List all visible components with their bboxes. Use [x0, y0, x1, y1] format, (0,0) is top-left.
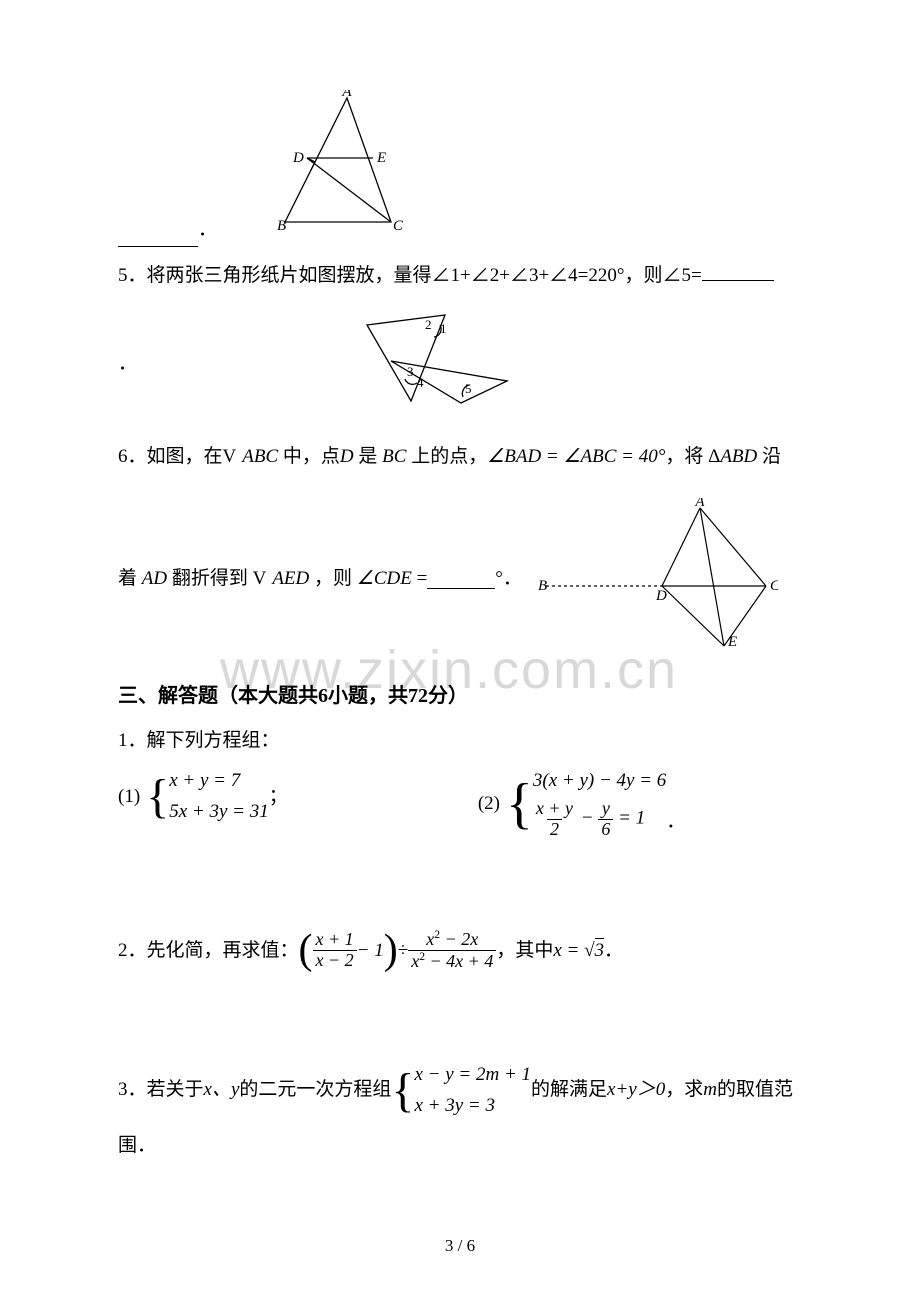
q4-period: ． — [198, 213, 217, 247]
svg-text:A: A — [694, 498, 705, 510]
s3q3-end: 的取值范 — [717, 1073, 793, 1107]
s3q2-mid: ，其中 — [496, 934, 553, 968]
q6-row2: 着 AD 翻折得到 VAED ，则 ∠CDE = °． A B C — [118, 498, 810, 660]
s3q2-num: 2． — [118, 934, 147, 968]
lparen-icon: ( — [299, 932, 313, 970]
q5-text-before: 将两张三角形纸片如图摆放，量得∠1+∠2+∠3+∠4=220°，则∠5= — [147, 265, 702, 286]
s3q1-part2: (2) { 3(x + y) − 4y = 6 x + y2 − y6 = 1 — [478, 768, 810, 839]
svg-text:B: B — [538, 578, 547, 594]
s3q1-p2-l2: x + y2 − y6 = 1 — [533, 799, 666, 840]
svg-text:5: 5 — [465, 381, 472, 396]
rparen-icon: ) — [384, 932, 398, 970]
s3q2-minus1: − 1 — [357, 934, 384, 968]
svg-text:C: C — [770, 578, 778, 594]
s3q3-sys-l1: x − y = 2m + 1 — [414, 1062, 531, 1089]
svg-text:D: D — [655, 588, 667, 604]
s3q3-cond: x+y＞0 — [607, 1073, 665, 1107]
s3q2-xeq: x = √3 — [553, 934, 604, 968]
svg-text:2: 2 — [425, 317, 432, 332]
q4-triangle-diagram: A B C D E — [243, 90, 403, 247]
svg-text:E: E — [376, 150, 386, 166]
s3q3-sys-l2: x + 3y = 3 — [414, 1093, 531, 1120]
q6: 6．如图，在VABC 中，点D 是 BC 上的点，∠BAD = ∠ABC = 4… — [118, 440, 810, 474]
svg-text:D: D — [292, 150, 304, 166]
page-number: 3 / 6 — [0, 1231, 920, 1262]
s3q1-p1-l1: x + y = 7 — [169, 768, 269, 795]
svg-text:3: 3 — [407, 364, 414, 379]
s3q1-p2-l1: 3(x + y) − 4y = 6 — [533, 768, 666, 795]
q6-t8: ∠BAD = ∠ABC = 40° — [487, 446, 665, 467]
q6-num: 6． — [118, 446, 147, 467]
s3q3-line2: 围． — [118, 1129, 810, 1163]
s3q1-p2-label: (2) — [478, 787, 500, 821]
s3q3-num: 3． — [118, 1073, 147, 1107]
q6-t3: 中，点 — [278, 446, 340, 467]
s3q3-m: m — [703, 1073, 717, 1107]
svg-text:C: C — [393, 218, 403, 234]
q6-diagram: A B C D E — [538, 498, 778, 660]
q5-row2: ． 1 2 3 4 5 — [118, 303, 810, 425]
s3q1-text: 解下列方程组： — [147, 730, 280, 751]
brace-icon: { — [146, 773, 169, 821]
svg-text:4: 4 — [417, 375, 424, 390]
s3q3: 3． 若关于 x、y 的二元一次方程组 { x − y = 2m + 1 x +… — [118, 1062, 810, 1119]
q6-t9: ，将 — [665, 446, 708, 467]
s3q2-tail: ． — [604, 934, 623, 968]
page-content: ． A B C D E 5．将两张三角形纸片如图摆放， — [118, 90, 810, 1163]
q6-t4: D — [340, 446, 354, 467]
q6-t0: 如图，在 — [147, 446, 223, 467]
s3q3-before: 若关于 — [147, 1073, 204, 1107]
q6-t5: 是 — [354, 446, 383, 467]
brace-icon: { — [391, 1067, 414, 1115]
s3q1-num: 1． — [118, 730, 147, 751]
q4-blank — [118, 226, 198, 247]
q6-t6: BC — [382, 446, 406, 467]
s3q3-mid1: 的二元一次方程组 — [239, 1073, 391, 1107]
s3q3-after: ，求 — [665, 1073, 703, 1107]
section3-title: 三、解答题（本大题共6小题，共72分） — [118, 678, 810, 714]
q6-line2-before: 着 AD 翻折得到 VAED ，则 ∠CDE = — [118, 562, 427, 596]
s3q1: 1．解下列方程组： — [118, 724, 810, 758]
q6-t11: 沿 — [757, 446, 781, 467]
s3q1-systems: (1) { x + y = 7 5x + 3y = 31 ； (2) { — [118, 768, 810, 839]
s3q1-p1-label: (1) — [118, 780, 140, 814]
s3q2-frac-a: x + 1x − 2 — [313, 930, 357, 971]
q6-t10: ΔABD — [708, 446, 757, 467]
q6-t2: ABC — [242, 446, 278, 467]
brace-icon: { — [506, 776, 533, 832]
q4-row: ． A B C D E — [118, 90, 810, 247]
q5-diagram: 1 2 3 4 5 — [347, 303, 517, 425]
q6-line2-after: °． — [495, 562, 522, 596]
s3q2-before: 先化简，再求值： — [147, 934, 299, 968]
s3q3-mid2: 的解满足 — [531, 1073, 607, 1107]
s3q3-xy: x、y — [204, 1073, 240, 1107]
svg-text:A: A — [341, 90, 352, 100]
s3q2-frac-b: x2 − 2xx2 − 4x + 4 — [408, 929, 496, 972]
s3q1-part1: (1) { x + y = 7 5x + 3y = 31 ； — [118, 768, 450, 839]
q5: 5．将两张三角形纸片如图摆放，量得∠1+∠2+∠3+∠4=220°，则∠5= — [118, 259, 810, 293]
q6-blank — [427, 568, 495, 589]
s3q2: 2． 先化简，再求值： ( x + 1x − 2 − 1 ) ÷ x2 − 2x… — [118, 929, 810, 972]
q6-t1: V — [223, 446, 237, 467]
q5-blank — [702, 260, 774, 281]
q5-tail: ． — [118, 347, 137, 381]
svg-text:1: 1 — [440, 321, 447, 336]
s3q1-p2-tail: ． — [666, 805, 685, 839]
svg-text:E: E — [727, 634, 737, 648]
s3q1-p1-tail: ； — [269, 780, 288, 814]
s3q1-p1-l2: 5x + 3y = 31 — [169, 799, 269, 826]
svg-text:B: B — [277, 218, 286, 234]
q5-num: 5． — [118, 265, 147, 286]
s3q2-div: ÷ — [398, 934, 408, 968]
q6-t7: 上的点， — [406, 446, 487, 467]
